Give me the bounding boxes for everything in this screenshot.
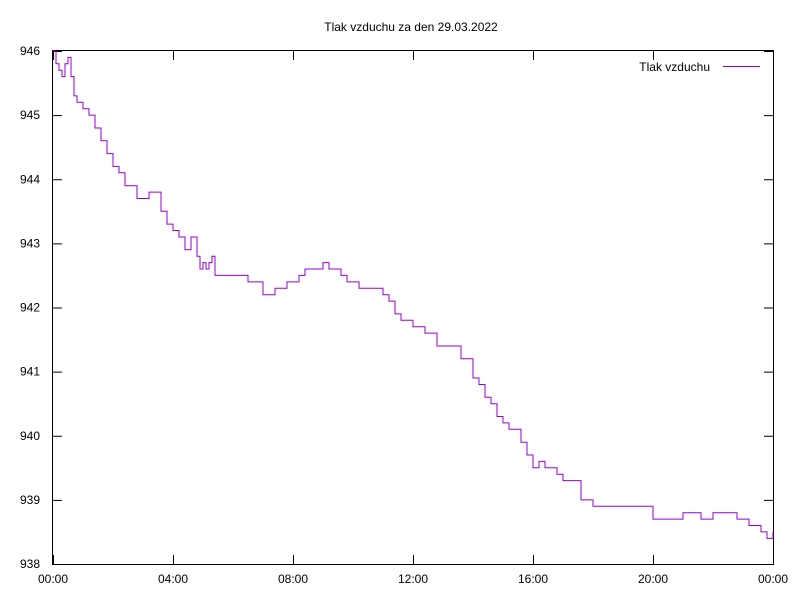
y-tick-label: 940 — [20, 429, 40, 443]
legend: Tlak vzduchu — [639, 60, 760, 74]
x-tick-label: 12:00 — [398, 572, 428, 586]
y-tick-label: 944 — [20, 172, 40, 186]
series-line — [53, 50, 774, 539]
x-tick-label: 20:00 — [638, 572, 668, 586]
y-tick-label: 942 — [20, 301, 40, 315]
legend-label: Tlak vzduchu — [639, 60, 710, 74]
x-tick-label: 04:00 — [158, 572, 188, 586]
chart-title: Tlak vzduchu za den 29.03.2022 — [324, 20, 498, 34]
y-tick-label: 943 — [20, 236, 40, 250]
x-tick-label: 16:00 — [518, 572, 548, 586]
y-axis: 938 939 940 941 942 943 944 945 946 — [20, 44, 773, 571]
x-tick-label: 08:00 — [278, 572, 308, 586]
x-tick-label: 00:00 — [758, 572, 788, 586]
y-tick-label: 945 — [20, 108, 40, 122]
x-axis: 00:00 04:00 08:00 12:00 16:00 20:00 00:00 — [38, 51, 788, 586]
y-tick-label: 938 — [20, 557, 40, 571]
x-tick-label: 00:00 — [38, 572, 68, 586]
y-tick-label: 941 — [20, 365, 40, 379]
y-tick-label: 939 — [20, 493, 40, 507]
y-tick-label: 946 — [20, 44, 40, 58]
plot-border — [52, 50, 774, 565]
series-layer — [53, 50, 774, 539]
